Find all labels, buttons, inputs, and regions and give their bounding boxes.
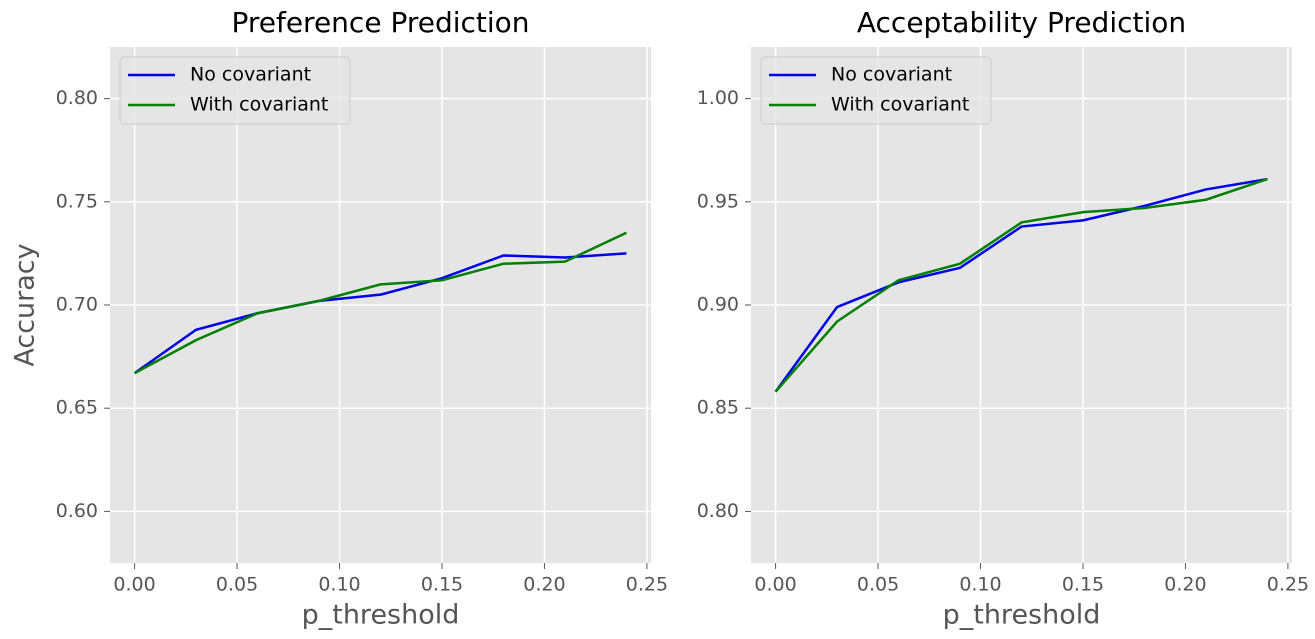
x-tick-label: 0.25 — [1267, 574, 1309, 596]
chart-title: Preference Prediction — [231, 6, 529, 39]
legend-label: With covariant — [190, 94, 328, 116]
series-line — [133, 231, 627, 375]
y-tick-label: 0.65 — [56, 397, 98, 419]
y-tick-label: 0.60 — [56, 500, 98, 522]
y-tick-label: 0.80 — [697, 500, 739, 522]
y-tick-label: 1.00 — [697, 87, 739, 109]
x-tick-label: 0.25 — [626, 574, 668, 596]
y-tick-label: 0.80 — [56, 87, 98, 109]
x-tick-label: 0.20 — [523, 574, 565, 596]
y-tick-label: 0.85 — [697, 397, 739, 419]
series-line — [133, 252, 627, 375]
x-tick-label: 0.00 — [754, 574, 796, 596]
legend-box — [760, 56, 992, 125]
y-tick-label: 0.70 — [56, 294, 98, 316]
x-tick-label: 0.20 — [1164, 574, 1206, 596]
x-axis-label: p_threshold — [302, 600, 460, 631]
y-tick-label: 0.95 — [697, 190, 739, 212]
series-line — [774, 177, 1268, 393]
x-tick-label: 0.05 — [857, 574, 899, 596]
legend-label: With covariant — [831, 94, 969, 116]
x-tick-label: 0.15 — [1062, 574, 1104, 596]
x-axis-label: p_threshold — [943, 600, 1101, 631]
x-tick-label: 0.10 — [959, 574, 1001, 596]
series-line — [774, 177, 1268, 393]
y-tick-label: 0.75 — [56, 190, 98, 212]
x-tick-label: 0.05 — [216, 574, 258, 596]
legend-box — [119, 56, 351, 125]
x-tick-label: 0.00 — [113, 574, 155, 596]
y-tick-label: 0.90 — [697, 294, 739, 316]
legend-label: No covariant — [831, 64, 952, 86]
chart-title: Acceptability Prediction — [857, 6, 1186, 39]
x-tick-label: 0.15 — [421, 574, 463, 596]
y-axis-label: Accuracy — [10, 243, 41, 366]
x-tick-label: 0.10 — [318, 574, 360, 596]
legend-label: No covariant — [190, 64, 311, 86]
